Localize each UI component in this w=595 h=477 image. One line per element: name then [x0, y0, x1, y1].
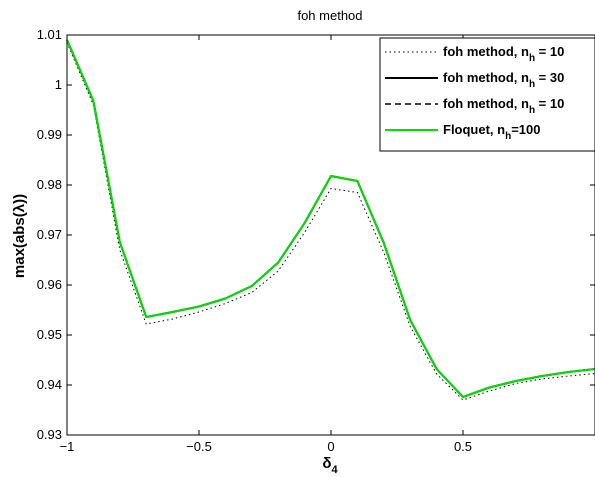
y-tick-label: 1 [55, 77, 62, 92]
chart-title: foh method [297, 8, 362, 23]
legend-label-sub: h [529, 79, 535, 90]
legend-label-1: foh method, nh = 10 [443, 44, 564, 64]
legend-label-main: foh method, n [443, 44, 529, 59]
legend-label-sub: h [529, 105, 535, 116]
legend-label-tail: = 10 [535, 44, 564, 59]
legend-label-main: foh method, n [443, 70, 529, 85]
x-tick-label: −1 [60, 439, 75, 454]
x-tick-label: 0 [327, 439, 334, 454]
series-line-4 [66, 39, 595, 398]
legend-label-sub: h [529, 53, 535, 64]
axis-ticks: −1 −0.5 0 0.5 0.93 0.94 0.95 0.96 0.97 0.98 0.99 1 1… [37, 27, 595, 454]
series-line-1 [66, 42, 595, 401]
y-axis-label: max(abs(λ)) [11, 194, 28, 278]
y-tick-label: 0.95 [37, 327, 62, 342]
y-tick-label: 0.96 [37, 277, 62, 292]
legend-label-sub: h [505, 131, 511, 142]
legend-box [379, 37, 595, 152]
y-tick-label: 0.93 [37, 427, 62, 442]
y-tick-label: 0.97 [37, 227, 62, 242]
x-axis-label: δ4 [322, 455, 338, 476]
x-tick-label: −0.5 [186, 439, 212, 454]
legend-label-tail: =100 [511, 122, 540, 137]
y-tick-label: 0.94 [37, 377, 62, 392]
x-axis-label-main: δ [322, 455, 331, 472]
plot-frame [66, 34, 595, 436]
legend-label-4: Floquet, nh=100 [443, 122, 541, 142]
y-axis-label-text: max(abs(λ)) [11, 194, 28, 278]
legend-label-2: foh method, nh = 30 [443, 70, 564, 90]
y-tick-label: 1.01 [37, 27, 62, 42]
y-tick-label: 0.98 [37, 177, 62, 192]
legend-label-main: foh method, n [443, 96, 529, 111]
plot-area [66, 39, 595, 401]
legend-label-tail: = 30 [535, 70, 564, 85]
legend-label-main: Floquet, n [443, 122, 505, 137]
x-tick-label: 0.5 [454, 439, 472, 454]
legend-label-3: foh method, nh = 10 [443, 96, 564, 116]
legend-label-tail: = 10 [535, 96, 564, 111]
y-tick-label: 0.99 [37, 127, 62, 142]
x-axis-label-sub: 4 [331, 464, 338, 476]
